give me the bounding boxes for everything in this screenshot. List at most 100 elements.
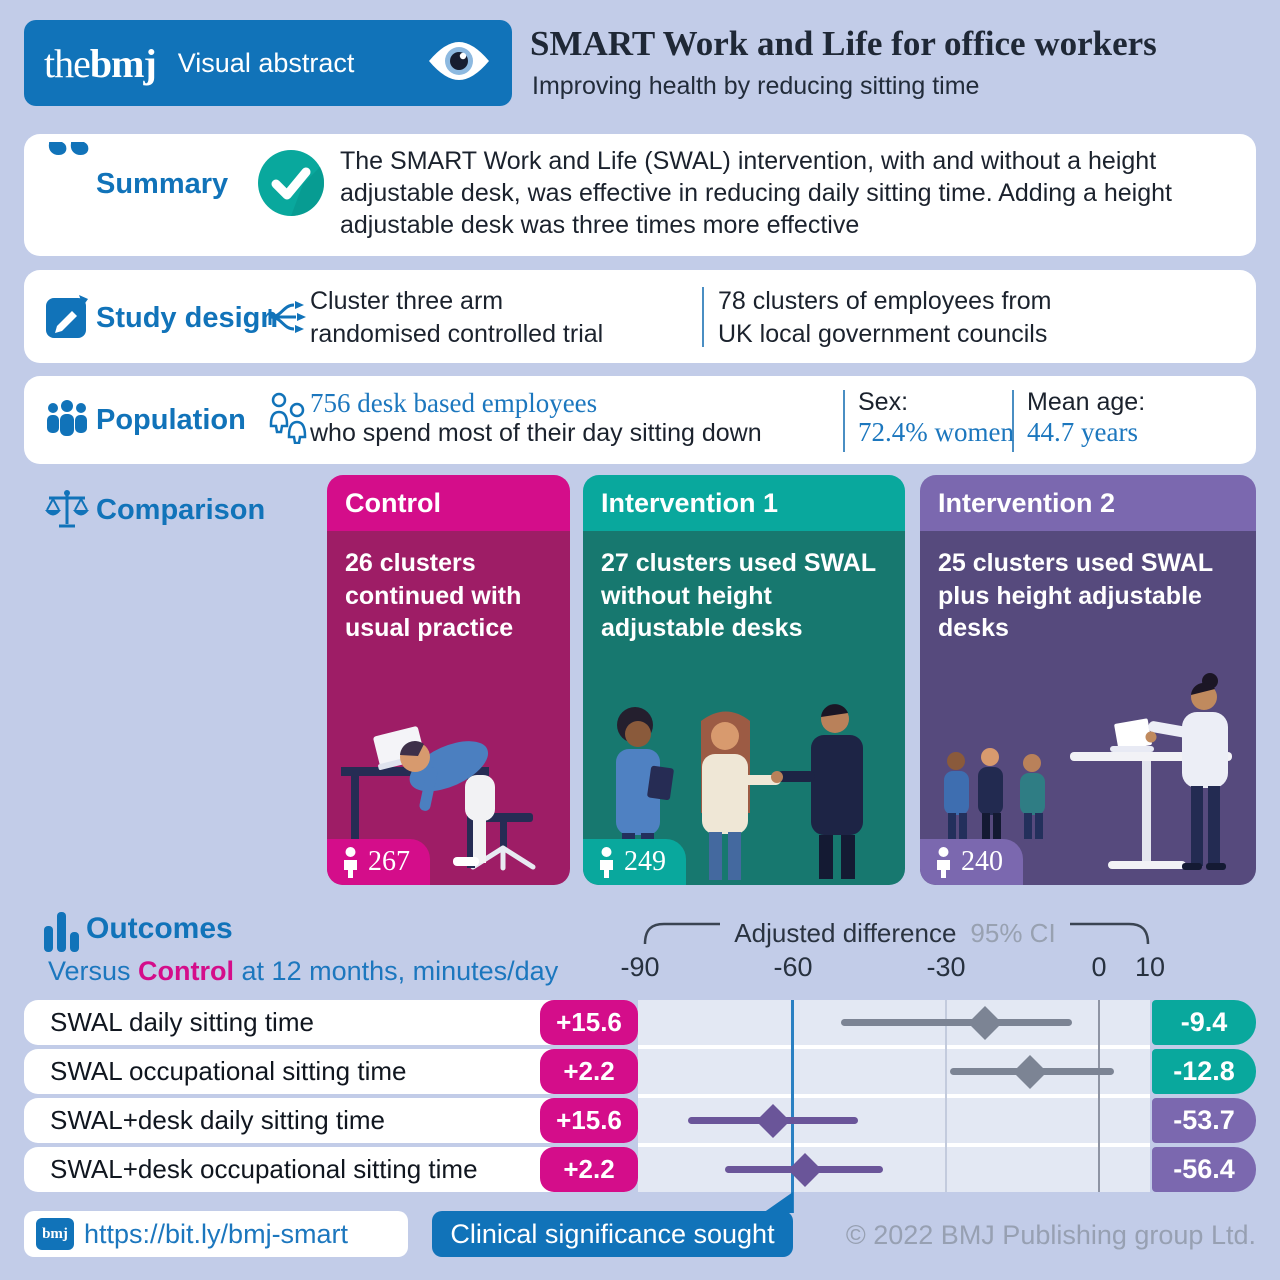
person-icon — [344, 846, 357, 878]
control-illustration — [341, 726, 536, 871]
population-card — [24, 376, 1256, 464]
adjusted-difference-badge: -53.7 — [1152, 1098, 1256, 1143]
plot-row-background — [638, 1147, 1150, 1192]
study-clusters: 78 clusters of employees from UK local g… — [718, 285, 1051, 350]
visual-abstract-label: Visual abstract — [177, 47, 355, 78]
ci-line — [841, 1019, 1072, 1026]
control-card-body: 26 clusters continued with usual practic… — [327, 531, 570, 885]
control-change-badge: +15.6 — [540, 1098, 638, 1143]
control-change-badge: +2.2 — [540, 1147, 638, 1192]
axis-tick-label: -60 — [773, 952, 813, 982]
axis-title: Adjusted difference 95% CI — [722, 918, 1068, 949]
three-arm-branch-icon — [266, 296, 308, 343]
intervention1-card: Intervention 1 27 clusters used SWAL wit… — [583, 475, 905, 885]
person-icon — [600, 846, 613, 878]
intervention2-count: 240 — [961, 846, 1003, 877]
eye-icon — [426, 39, 492, 88]
population-heading: Population — [96, 404, 246, 436]
study-method: Cluster three arm randomised controlled … — [310, 285, 603, 350]
outcomes-subtitle: Versus Control at 12 months, minutes/day — [48, 956, 558, 987]
population-sex: Sex: 72.4% women — [858, 388, 1014, 448]
axis-title-text: Adjusted difference — [734, 918, 957, 948]
age-label: Mean age: — [1027, 388, 1146, 416]
bmj-logo-the: the — [44, 40, 91, 86]
versus-suffix: at 12 months, minutes/day — [234, 956, 559, 986]
population-count: 756 desk based employees — [310, 388, 598, 418]
control-count: 267 — [368, 846, 410, 877]
article-link[interactable]: https://bit.ly/bmj-smart — [84, 1218, 349, 1249]
outcome-row-label: SWAL daily sitting time — [24, 1000, 638, 1045]
clinical-significance-line — [791, 1000, 794, 1213]
intervention2-card-description: 25 clusters used SWAL plus height adjust… — [938, 549, 1213, 642]
versus-control: Control — [138, 956, 235, 986]
divider — [843, 390, 845, 452]
pencil-icon — [46, 294, 90, 345]
sex-label: Sex: — [858, 388, 909, 416]
versus-prefix: Versus — [48, 956, 139, 986]
people-icon — [44, 400, 90, 447]
outcome-row-label: SWAL occupational sitting time — [24, 1049, 638, 1094]
intervention1-count-badge: 249 — [583, 839, 686, 885]
outcomes-heading: Outcomes — [86, 912, 233, 945]
population-count-rest: who spend most of their day sitting down — [310, 419, 762, 447]
intervention2-count-badge: 240 — [920, 839, 1023, 885]
control-card: Control 26 clusters continued with usual… — [327, 475, 570, 885]
bmj-header-bar: thebmj Visual abstract — [24, 20, 512, 106]
control-card-description: 26 clusters continued with usual practic… — [345, 549, 522, 642]
page-title: SMART Work and Life for office workers — [530, 24, 1157, 63]
axis-tick-label: 0 — [1091, 952, 1107, 982]
bmj-logo: thebmj — [44, 40, 157, 87]
population-description: 756 desk based employees who spend most … — [310, 388, 762, 448]
bar-chart-icon — [44, 910, 80, 957]
control-card-title: Control — [327, 475, 570, 531]
study-clusters-line2: UK local government councils — [718, 319, 1048, 348]
copyright-text: © 2022 BMJ Publishing group Ltd. — [845, 1220, 1256, 1250]
intervention1-card-description: 27 clusters used SWAL without height adj… — [601, 549, 876, 642]
intervention2-card-title: Intervention 2 — [920, 475, 1256, 531]
comparison-heading: Comparison — [96, 494, 266, 526]
quote-icon: “ — [44, 142, 104, 194]
clinical-significance-badge: Clinical significance sought — [432, 1211, 793, 1257]
outcome-row-label: SWAL+desk occupational sitting time — [24, 1147, 638, 1192]
summary-text: The SMART Work and Life (SWAL) intervent… — [340, 147, 1172, 239]
divider — [702, 287, 704, 347]
age-value: 44.7 years — [1027, 417, 1138, 447]
study-method-line2: randomised controlled trial — [310, 319, 604, 348]
intervention1-count: 249 — [624, 846, 666, 877]
study-design-heading: Study design — [96, 302, 279, 334]
axis-bracket — [630, 916, 1160, 951]
divider — [1012, 390, 1014, 452]
intervention2-card-body: 25 clusters used SWAL plus height adjust… — [920, 531, 1256, 885]
gridline — [1098, 1000, 1100, 1192]
scales-icon — [44, 488, 90, 539]
adjusted-difference-badge: -9.4 — [1152, 1000, 1256, 1045]
intervention2-illustration — [944, 673, 1232, 870]
checkmark-icon — [258, 150, 325, 217]
page-subtitle: Improving health by reducing sitting tim… — [532, 72, 980, 100]
axis-tick-label: -90 — [620, 952, 660, 982]
control-count-badge: 267 — [327, 839, 430, 885]
adjusted-difference-badge: -56.4 — [1152, 1147, 1256, 1192]
forest-plot — [638, 1000, 1150, 1192]
clinical-significance-pointer — [763, 1192, 793, 1213]
bmj-mini-icon: bmj — [36, 1218, 74, 1250]
axis-tick-label: -30 — [926, 952, 966, 982]
axis-tick-label: 10 — [1134, 952, 1166, 982]
bmj-logo-bmj: bmj — [89, 40, 157, 86]
summary-card — [24, 134, 1256, 256]
gridline — [945, 1000, 948, 1192]
study-clusters-line1: 78 clusters of employees from — [718, 287, 1052, 315]
two-people-outline-icon — [268, 392, 308, 449]
adjusted-difference-badge: -12.8 — [1152, 1049, 1256, 1094]
axis-ci-label: 95% CI — [970, 918, 1056, 948]
outcome-row-label: SWAL+desk daily sitting time — [24, 1098, 638, 1143]
intervention2-card: Intervention 2 25 clusters used SWAL plu… — [920, 475, 1256, 885]
person-icon — [937, 846, 950, 878]
summary-heading: Summary — [96, 168, 229, 200]
population-age: Mean age: 44.7 years — [1027, 388, 1145, 448]
intervention1-card-title: Intervention 1 — [583, 475, 905, 531]
study-design-card — [24, 270, 1256, 363]
intervention1-card-body: 27 clusters used SWAL without height adj… — [583, 531, 905, 885]
study-method-line1: Cluster three arm — [310, 287, 504, 315]
